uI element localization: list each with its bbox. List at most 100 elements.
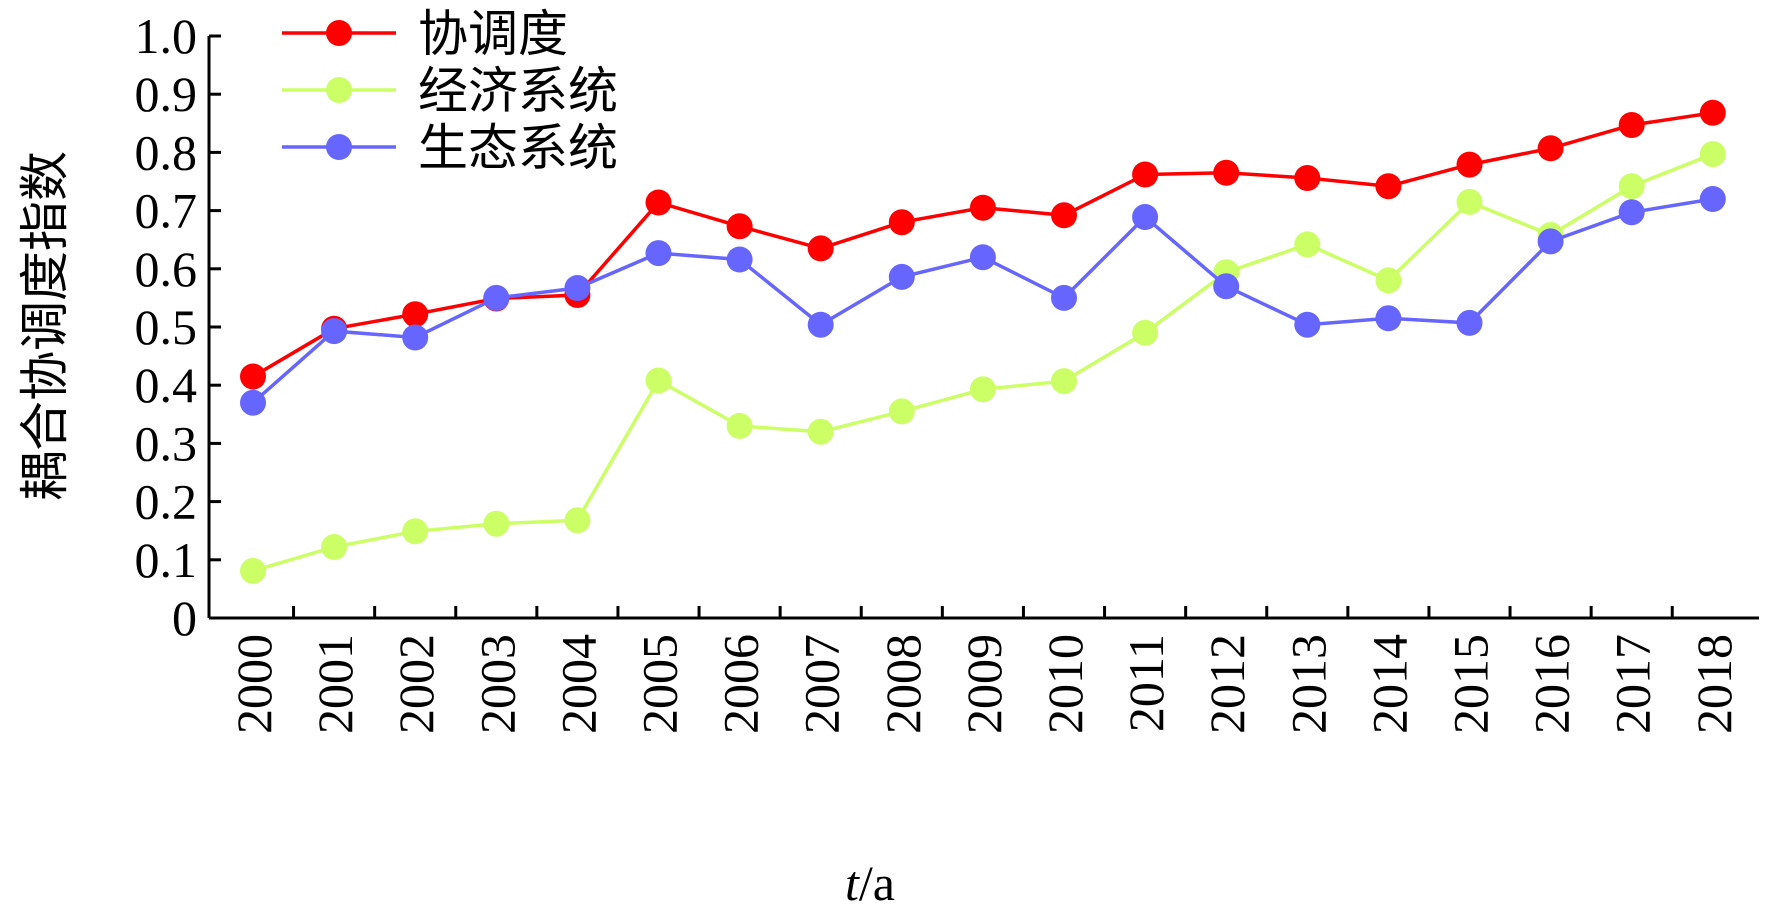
series-layer bbox=[240, 99, 1726, 584]
legend-label: 生态系统 bbox=[418, 119, 618, 177]
data-point bbox=[1132, 319, 1159, 346]
legend-label: 协调度 bbox=[418, 5, 568, 63]
data-point bbox=[564, 275, 591, 301]
data-point bbox=[402, 518, 429, 545]
y-tick-label: 1.0 bbox=[135, 8, 198, 64]
x-axis-ticks: 2000 2001 2002 2003 2004 2005 2006 2007 2008 2009… bbox=[226, 606, 1742, 734]
y-tick-label: 0.1 bbox=[135, 532, 198, 588]
data-point bbox=[1051, 284, 1077, 311]
y-tick-label: 0 bbox=[172, 590, 197, 646]
x-tick-label: 2014 bbox=[1361, 634, 1417, 734]
data-point bbox=[1375, 173, 1402, 200]
data-point bbox=[1132, 161, 1159, 188]
x-tick-label: 2013 bbox=[1280, 634, 1336, 734]
data-point bbox=[1537, 135, 1564, 162]
data-point bbox=[1456, 151, 1483, 178]
x-tick-label: 2015 bbox=[1443, 634, 1499, 734]
x-tick-label: 2006 bbox=[713, 634, 769, 734]
y-tick-label: 0.8 bbox=[135, 124, 198, 180]
series-3 bbox=[240, 186, 1726, 416]
y-tick-label: 0.2 bbox=[135, 474, 198, 530]
y-tick-label: 0.6 bbox=[135, 241, 198, 297]
data-point bbox=[240, 389, 266, 416]
data-point bbox=[483, 510, 510, 537]
x-tick-label: 2004 bbox=[550, 634, 606, 734]
data-point bbox=[1375, 305, 1402, 332]
data-point bbox=[726, 213, 753, 240]
data-point bbox=[240, 363, 266, 390]
data-point bbox=[1537, 228, 1564, 255]
data-point bbox=[1132, 204, 1159, 230]
data-point bbox=[969, 194, 996, 221]
x-tick-label: 2002 bbox=[388, 634, 444, 734]
y-tick-label: 0.4 bbox=[135, 357, 198, 413]
data-point bbox=[726, 412, 753, 439]
series-line bbox=[251, 197, 1714, 405]
y-axis-title: 耦合协调度指数 bbox=[16, 151, 74, 501]
legend-item: 生态系统 bbox=[282, 119, 618, 177]
data-point bbox=[1699, 141, 1726, 168]
data-point bbox=[1699, 99, 1726, 126]
x-tick-label: 2017 bbox=[1605, 634, 1661, 734]
data-point bbox=[402, 324, 429, 351]
x-tick-label: 2011 bbox=[1118, 634, 1174, 732]
data-point bbox=[726, 246, 753, 273]
x-tick-label: 2001 bbox=[307, 634, 363, 734]
data-point bbox=[1699, 186, 1726, 212]
legend-marker bbox=[326, 20, 352, 46]
data-point bbox=[564, 507, 591, 534]
x-tick-label: 2016 bbox=[1524, 634, 1580, 734]
data-point bbox=[969, 244, 996, 271]
data-point bbox=[402, 301, 429, 328]
data-point bbox=[483, 284, 510, 311]
data-point bbox=[969, 376, 996, 403]
data-point bbox=[1456, 188, 1483, 215]
y-tick-label: 0.3 bbox=[135, 415, 198, 471]
y-tick-label: 0.5 bbox=[135, 299, 198, 355]
x-axis-title: t/a bbox=[845, 855, 895, 911]
x-tick-label: 2012 bbox=[1199, 634, 1255, 734]
data-point bbox=[1294, 165, 1321, 191]
data-point bbox=[1051, 202, 1077, 229]
x-tick-label: 2005 bbox=[632, 634, 688, 734]
data-point bbox=[645, 367, 672, 394]
x-tick-label: 2007 bbox=[794, 634, 850, 734]
data-point bbox=[1618, 199, 1645, 226]
x-tick-label: 2000 bbox=[226, 634, 282, 734]
x-axis-title-unit: /a bbox=[859, 855, 895, 911]
x-axis-title-variable: t bbox=[845, 855, 860, 911]
data-point bbox=[321, 318, 348, 345]
x-tick-label: 2008 bbox=[875, 634, 931, 734]
data-point bbox=[1375, 267, 1402, 294]
data-point bbox=[321, 534, 348, 560]
x-tick-label: 2009 bbox=[956, 634, 1012, 734]
y-tick-label: 0.7 bbox=[135, 183, 198, 239]
legend-marker bbox=[326, 77, 352, 103]
data-point bbox=[1213, 273, 1240, 300]
data-point bbox=[888, 398, 915, 425]
data-point bbox=[888, 263, 915, 290]
data-point bbox=[240, 557, 266, 584]
data-point bbox=[1294, 311, 1321, 338]
data-point bbox=[1051, 368, 1077, 395]
y-tick-label: 0.9 bbox=[135, 66, 198, 122]
data-point bbox=[1618, 112, 1645, 138]
legend-item: 协调度 bbox=[282, 5, 568, 63]
x-tick-label: 2010 bbox=[1037, 634, 1093, 734]
data-point bbox=[645, 240, 672, 267]
data-point bbox=[807, 235, 834, 262]
data-point bbox=[1213, 159, 1240, 186]
x-tick-label: 2018 bbox=[1686, 634, 1742, 734]
data-point bbox=[1618, 173, 1645, 200]
data-point bbox=[888, 209, 915, 236]
data-point bbox=[807, 311, 834, 338]
legend-item: 经济系统 bbox=[282, 62, 618, 120]
y-axis-ticks: 00.10.20.30.40.50.60.70.80.91.0 bbox=[135, 8, 221, 646]
legend-marker bbox=[326, 134, 352, 160]
legend-label: 经济系统 bbox=[418, 62, 618, 120]
x-tick-label: 2003 bbox=[469, 634, 525, 734]
data-point bbox=[1294, 231, 1321, 258]
data-point bbox=[807, 418, 834, 445]
